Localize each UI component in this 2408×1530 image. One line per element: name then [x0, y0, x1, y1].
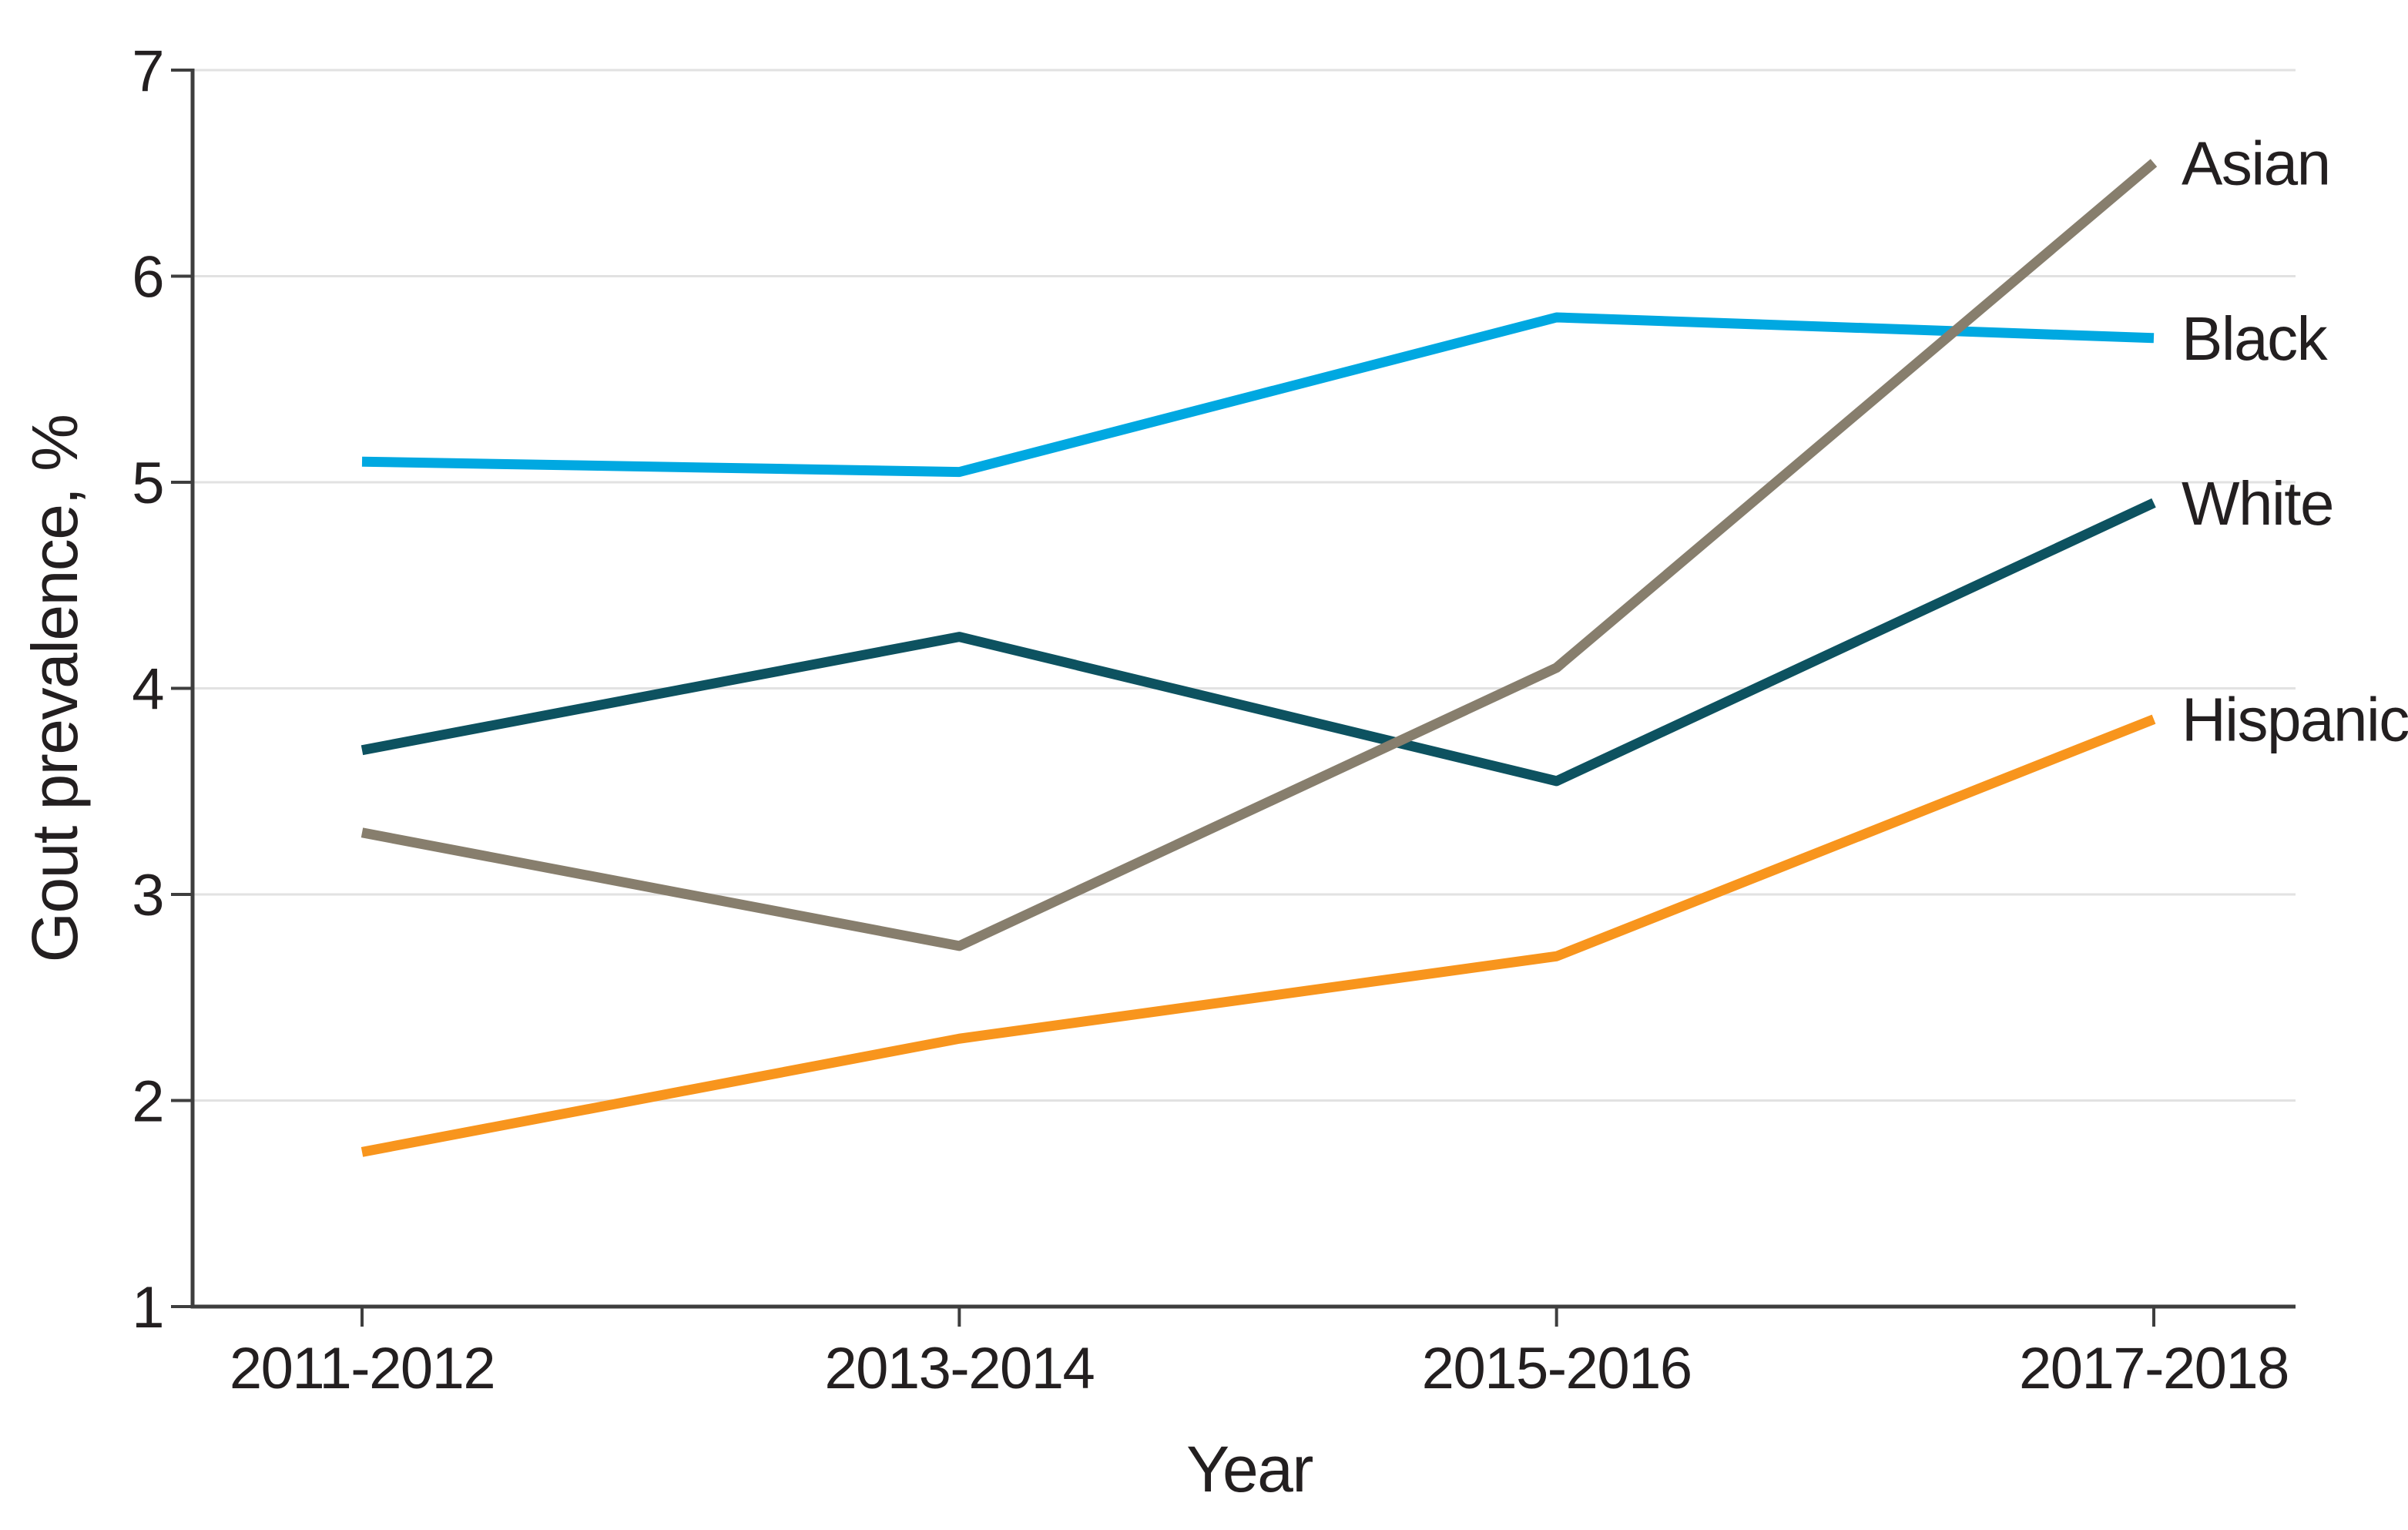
x-tick-label: 2011-2012: [230, 1336, 495, 1401]
series-line-black: [361, 312, 2155, 478]
y-tick-label: 5: [132, 451, 163, 516]
y-tick-label: 1: [132, 1275, 163, 1340]
x-axis-title: Year: [1186, 1433, 1313, 1505]
series-line-hispanic: [361, 714, 2156, 1157]
y-axis-title: Gout prevalence, %: [18, 415, 91, 963]
series-label-hispanic: Hispanic: [2182, 686, 2408, 754]
series-label-white: White: [2182, 469, 2333, 538]
series-line-white: [361, 498, 2156, 787]
ticks-group: 1 2 3 4 5 6 7 2011-2012 2013-2014 2015-2016 2017-2…: [132, 39, 2289, 1401]
series-lines-group: [361, 159, 2158, 1157]
y-tick-label: 6: [132, 245, 163, 310]
gridlines-group: [193, 69, 2296, 1102]
x-tick-label: 2015-2016: [1422, 1336, 1692, 1401]
series-line-asian: [361, 159, 2158, 951]
y-tick-label: 3: [132, 863, 163, 928]
y-tick-label: 2: [132, 1069, 163, 1135]
y-tick-label: 4: [132, 657, 163, 723]
series-label-black: Black: [2182, 304, 2329, 373]
series-labels-group: Asian Black White Hispanic: [2182, 129, 2408, 753]
x-tick-label: 2017-2018: [2019, 1336, 2289, 1401]
series-label-asian: Asian: [2182, 129, 2330, 197]
y-tick-label: 7: [132, 39, 163, 104]
x-tick-label: 2013-2014: [824, 1336, 1094, 1401]
